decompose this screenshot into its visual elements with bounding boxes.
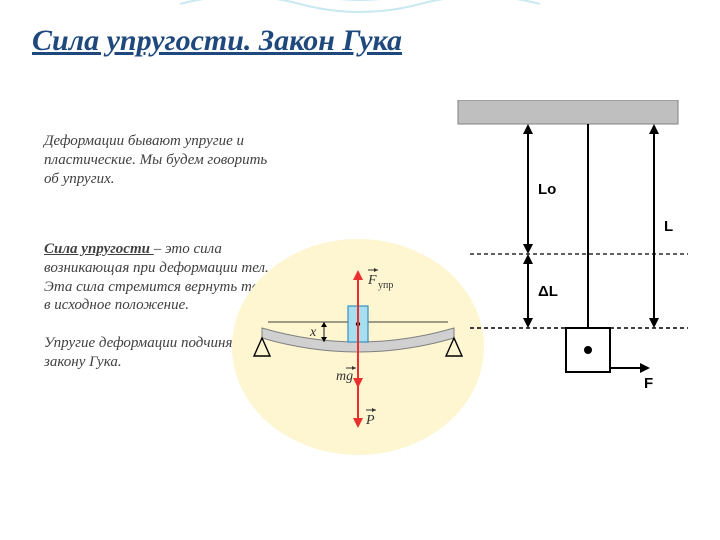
svg-text:L: L [664, 218, 673, 235]
definition-term: Сила упругости [44, 241, 154, 257]
svg-text:x: x [309, 325, 317, 340]
svg-text:ΔL: ΔL [538, 283, 558, 300]
svg-text:Lo: Lo [538, 181, 556, 198]
slide-title: Сила упругости. Закон Гука [32, 24, 688, 58]
svg-text:F: F [644, 375, 653, 392]
svg-text:F: F [367, 273, 377, 288]
spring-diagram: Lo ΔL L F [440, 100, 696, 436]
svg-text:mg: mg [336, 369, 353, 384]
svg-text:P: P [365, 413, 375, 428]
svg-text:упр: упр [378, 280, 393, 291]
intro-text: Деформации бывают упругие и пластические… [44, 132, 284, 188]
